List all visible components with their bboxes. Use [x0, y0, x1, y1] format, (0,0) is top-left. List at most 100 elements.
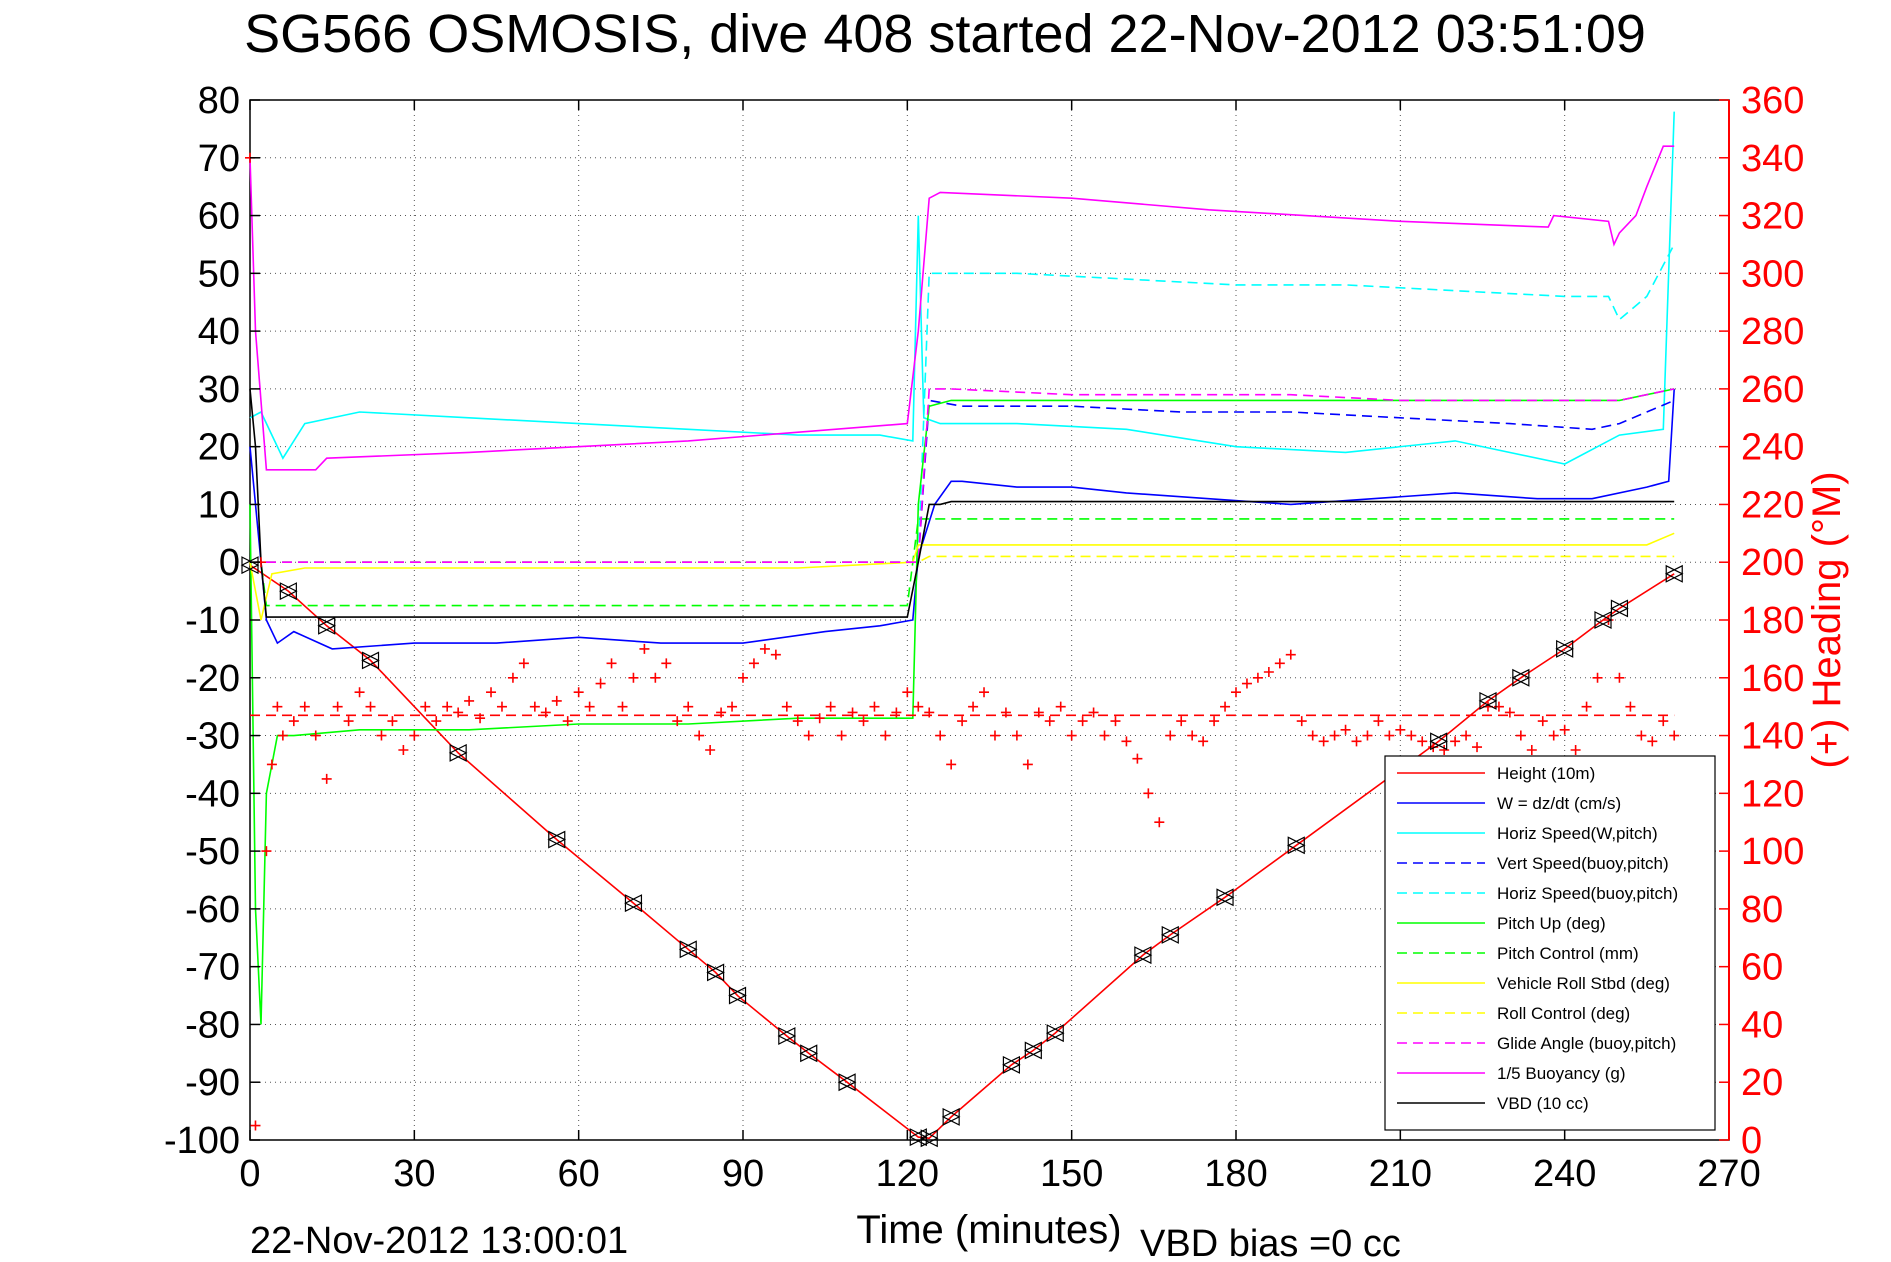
heading-point: [409, 730, 420, 741]
legend-label: Vehicle Roll Stbd (deg): [1497, 974, 1670, 993]
heading-point: [1274, 658, 1285, 669]
y-tick-label: -90: [185, 1062, 240, 1104]
heading-point: [628, 672, 639, 683]
height-marker: [1429, 732, 1449, 751]
heading-point: [1011, 730, 1022, 741]
heading-point: [1066, 730, 1077, 741]
height-markers: [240, 556, 1684, 1148]
heading-point: [727, 701, 738, 712]
heading-point: [1198, 736, 1209, 747]
y2-axis-label: (+) Heading (°M): [1805, 471, 1849, 768]
heading-point: [551, 695, 562, 706]
y-tick-label: 0: [219, 542, 240, 584]
heading-point: [1340, 724, 1351, 735]
y-tick-label: -20: [185, 658, 240, 700]
heading-point: [1209, 716, 1220, 727]
heading-point: [716, 707, 727, 718]
footer-vbd-bias: VBD bias =0 cc: [1140, 1223, 1401, 1262]
heading-point: [1154, 817, 1165, 828]
y-tick-label: -10: [185, 600, 240, 642]
x-tick-label: 0: [239, 1153, 260, 1195]
heading-point: [891, 707, 902, 718]
y-tick-label: 10: [198, 484, 240, 526]
heading-point: [1165, 730, 1176, 741]
y-tick-label: 20: [198, 427, 240, 469]
x-tick-label: 240: [1533, 1153, 1596, 1195]
heading-point: [1417, 736, 1428, 747]
heading-point: [1647, 736, 1658, 747]
y2-tick-label: 300: [1741, 253, 1804, 295]
heading-point: [858, 716, 869, 727]
series-line-2: [249, 111, 1675, 465]
heading-point: [442, 701, 453, 712]
heading-point: [288, 716, 299, 727]
y2-tick-label: 0: [1741, 1120, 1762, 1162]
height-marker: [678, 940, 698, 959]
heading-point: [1384, 730, 1395, 741]
y2-tick-label: 180: [1741, 600, 1804, 642]
heading-point: [836, 730, 847, 741]
heading-point: [250, 1120, 261, 1131]
height-marker: [706, 963, 725, 982]
height-marker: [1511, 668, 1531, 687]
heading-point: [365, 701, 376, 712]
heading-point: [770, 649, 781, 660]
series-line-0: [249, 564, 1675, 1140]
y2-tick-label: 280: [1741, 311, 1804, 353]
heading-point: [683, 701, 694, 712]
heading-point: [814, 713, 825, 724]
heading-point: [540, 707, 551, 718]
heading-point: [1055, 701, 1066, 712]
heading-point: [1099, 730, 1110, 741]
heading-point: [376, 730, 387, 741]
y2-tick-label: 200: [1741, 542, 1804, 584]
heading-point: [584, 701, 595, 712]
heading-point: [354, 687, 365, 698]
heading-point: [1263, 667, 1274, 677]
heading-point: [475, 713, 486, 724]
heading-point: [507, 672, 518, 683]
y-tick-label: 40: [198, 311, 240, 353]
height-marker: [919, 1129, 939, 1148]
heading-point: [1373, 716, 1384, 727]
heading-point: [1658, 716, 1669, 727]
heading-point: [398, 745, 409, 755]
y-tick-label: -80: [185, 1004, 240, 1046]
y-tick-label: 30: [198, 369, 240, 411]
heading-point: [453, 707, 464, 718]
heading-point: [902, 687, 913, 698]
heading-point: [989, 730, 1000, 741]
legend-label: Horiz Speed(buoy,pitch): [1497, 884, 1678, 903]
heading-point: [529, 701, 540, 712]
y2-tick-label: 20: [1741, 1062, 1783, 1104]
heading-point: [1351, 736, 1362, 747]
heading-point: [1110, 716, 1121, 727]
heading-point: [1504, 707, 1515, 718]
height-marker: [728, 986, 747, 1005]
heading-point: [913, 701, 924, 712]
heading-point: [738, 672, 748, 683]
heading-point: [573, 687, 584, 698]
heading-point: [639, 643, 650, 654]
height-marker: [799, 1044, 819, 1063]
heading-point: [1241, 678, 1252, 689]
heading-point: [299, 701, 310, 712]
heading-point: [431, 716, 442, 727]
heading-point: [266, 759, 277, 770]
heading-point: [1614, 672, 1625, 683]
heading-point: [880, 730, 891, 741]
series-line-7: [249, 532, 1675, 621]
heading-point: [1252, 672, 1263, 683]
heading-point: [343, 716, 354, 727]
y-tick-label: 80: [198, 80, 240, 122]
heading-point: [694, 730, 705, 741]
heading-point: [1307, 730, 1318, 741]
grid-lines: [250, 100, 1729, 1140]
heading-point: [1428, 742, 1439, 753]
x-tick-label: 210: [1369, 1153, 1432, 1195]
heading-point: [957, 716, 968, 727]
heading-point: [1537, 716, 1548, 727]
footer-timestamp: 22-Nov-2012 13:00:01: [250, 1220, 628, 1262]
heading-point: [1450, 736, 1461, 747]
height-marker: [941, 1107, 961, 1126]
